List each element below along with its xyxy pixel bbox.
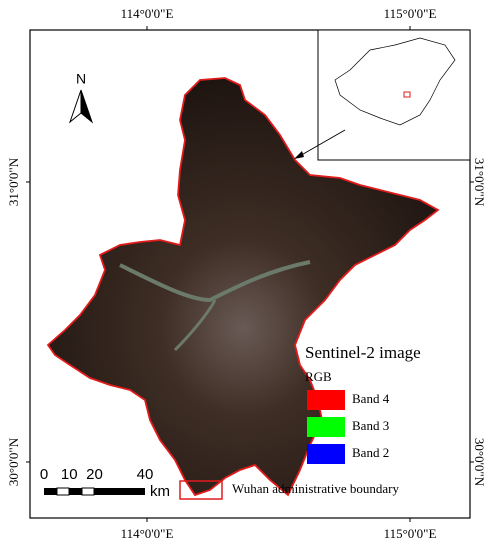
scale-tick-label: 40	[137, 466, 154, 483]
legend-swatch	[307, 390, 345, 410]
scale-tick-label: 10	[61, 466, 78, 483]
scale-unit: km	[150, 483, 170, 500]
lon-label: 114°0'0"E	[121, 6, 174, 21]
inset-arrow-head	[294, 151, 304, 159]
legend: Band 4 Band 3 Band 2	[307, 390, 390, 464]
river	[119, 260, 311, 303]
legend-label: Band 3	[352, 418, 389, 433]
lon-label: 114°0'0"E	[121, 526, 174, 541]
scale-tick-label: 0	[40, 466, 48, 483]
boundary-swatch	[179, 480, 223, 500]
legend-swatch	[307, 417, 345, 437]
legend-label: Band 4	[352, 391, 390, 406]
china-outline	[334, 37, 456, 126]
lat-label: 31°0'0"N	[6, 157, 21, 206]
legend-label: Band 2	[352, 445, 389, 460]
boundary-label: Wuhan administrative boundary	[232, 481, 399, 496]
frame-ticks	[26, 26, 474, 522]
legend-swatch	[307, 444, 345, 464]
scale-bar	[44, 487, 145, 496]
lon-label: 115°0'0"E	[384, 526, 437, 541]
lat-label: 30°0'0"N	[472, 438, 487, 487]
wuhan-boundary	[46, 77, 440, 497]
lat-label: 31°0'0"N	[472, 158, 487, 207]
inset-arrow	[297, 129, 346, 158]
north-arrow	[80, 89, 94, 124]
inset-location	[403, 91, 411, 98]
north-label: N	[76, 71, 86, 87]
lat-label: 30°0'0"N	[6, 437, 21, 486]
scale-tick-label: 20	[86, 466, 103, 483]
lon-label: 115°0'0"E	[384, 6, 437, 21]
legend-title: Sentinel-2 image	[305, 343, 421, 362]
river	[173, 299, 217, 352]
legend-subtitle: RGB	[305, 369, 332, 384]
